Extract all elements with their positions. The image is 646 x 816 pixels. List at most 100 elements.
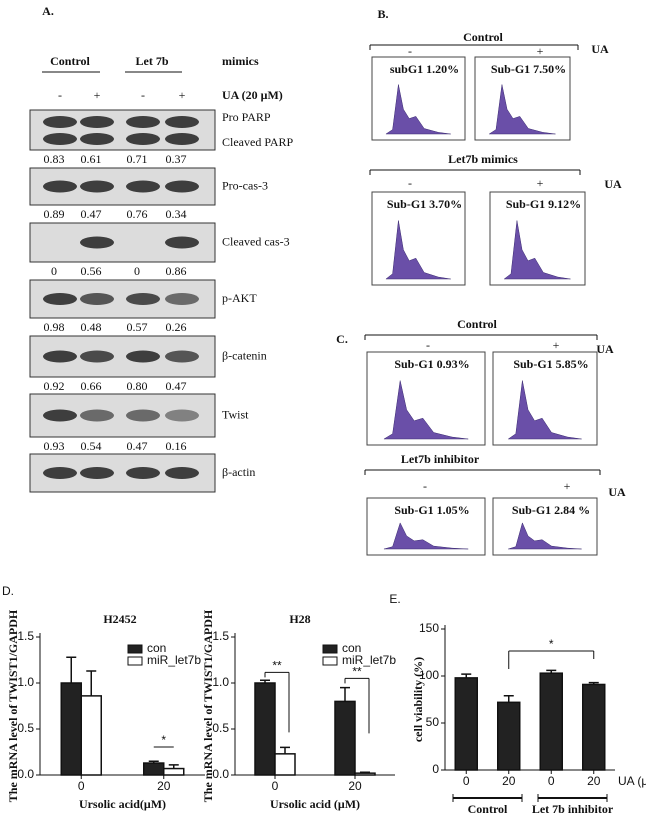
quant: 0.92	[44, 379, 65, 393]
quant: 0.47	[127, 439, 148, 453]
group-label: Control	[468, 802, 508, 816]
row-title: Let7b inhibitor	[401, 452, 480, 466]
band	[126, 293, 160, 305]
bar	[582, 683, 606, 771]
quant: 0.57	[127, 320, 148, 334]
x-axis-label: Ursolic acid (μM)	[270, 797, 360, 811]
blot-label: p-AKT	[222, 291, 257, 305]
band	[165, 133, 199, 145]
band	[43, 116, 77, 128]
row-title: Let7b mimics	[448, 152, 518, 166]
bar	[143, 762, 165, 776]
x-tick-label: 0	[272, 779, 279, 793]
group-suffix: mimics	[222, 54, 259, 68]
sub-g1-label: Sub-G1 9.12%	[506, 197, 581, 211]
chart-title: H28	[289, 612, 310, 626]
bar	[454, 677, 478, 771]
quant: 0.83	[44, 152, 65, 166]
quant: 0.56	[81, 264, 102, 278]
x-unit: UA (μM)	[618, 774, 646, 788]
ua-label: UA	[608, 485, 626, 499]
x-tick-label: 0	[78, 779, 85, 793]
group-label: Let 7b	[136, 54, 169, 68]
band	[43, 180, 77, 193]
bar	[274, 753, 296, 776]
significance: **	[352, 665, 362, 679]
histogram	[385, 220, 451, 280]
error-bar	[360, 771, 370, 774]
bar	[497, 701, 521, 771]
quant: 0.37	[166, 152, 187, 166]
quant: 0.86	[166, 264, 187, 278]
sign: -	[426, 338, 430, 352]
y-tick-label: 100	[419, 668, 439, 682]
y-axis-label: The mRNA level of TWIST1/GAPDH	[6, 609, 20, 802]
significance: *	[161, 733, 166, 747]
x-tick-label: 20	[157, 779, 171, 793]
band	[165, 180, 199, 193]
band	[165, 293, 199, 305]
sub-g1-label: Sub-G1 3.70%	[387, 197, 462, 211]
quant: 0.54	[81, 439, 102, 453]
error-bar	[461, 673, 472, 678]
error-bar	[280, 746, 290, 754]
error-bar	[148, 760, 159, 764]
sub-g1-label: Sub-G1 0.93%	[394, 357, 469, 371]
legend-label: con	[342, 641, 361, 655]
y-tick-label: 0.0	[212, 767, 229, 781]
x-tick-label: 20	[502, 774, 516, 788]
blot-label: β-catenin	[222, 348, 267, 362]
error-bar	[588, 681, 599, 685]
legend-label: con	[147, 641, 166, 655]
quant: 0.47	[81, 207, 102, 221]
band	[80, 180, 114, 193]
y-tick-label: 0.5	[212, 721, 229, 735]
blot-label: Cleaved cas-3	[222, 234, 290, 248]
significance: *	[549, 637, 554, 651]
legend-swatch	[322, 656, 338, 666]
band	[126, 467, 160, 479]
band	[165, 467, 199, 479]
y-tick-label: 1.0	[17, 675, 34, 689]
blot-label: Pro-cas-3	[222, 178, 268, 192]
legend-swatch	[127, 644, 143, 654]
bar	[539, 672, 563, 771]
band	[43, 409, 77, 422]
band	[80, 133, 114, 145]
histogram	[507, 380, 582, 440]
y-tick-label: 1.5	[17, 629, 34, 643]
error-bar	[66, 656, 77, 683]
y-tick-label: 150	[419, 621, 439, 635]
error-bar	[503, 694, 514, 703]
ua-label: UA	[604, 177, 622, 191]
panel-label: E.	[389, 592, 400, 606]
sub-g1-label: subG1 1.20%	[390, 62, 459, 76]
blot-label: Twist	[222, 407, 249, 421]
row-title: Control	[457, 317, 497, 331]
band	[80, 467, 114, 479]
x-tick-label: 0	[548, 774, 555, 788]
bar	[334, 700, 356, 776]
y-tick-label: 0.0	[17, 767, 34, 781]
ua-label: UA	[596, 342, 614, 356]
histogram	[385, 84, 451, 135]
band	[43, 133, 77, 145]
ua-label: UA	[591, 42, 609, 56]
x-axis-label: Ursolic acid(μM)	[79, 797, 166, 811]
group-label: Control	[50, 54, 90, 68]
quant: 0.76	[127, 207, 148, 221]
band	[43, 350, 77, 363]
bar	[163, 767, 185, 776]
band	[126, 350, 160, 363]
sub-g1-label: Sub-G1 2.84 %	[512, 503, 590, 517]
legend-swatch	[322, 644, 338, 654]
band	[126, 116, 160, 128]
histogram	[503, 220, 571, 280]
band	[165, 236, 199, 249]
histogram	[383, 380, 469, 440]
plot-box	[366, 351, 486, 446]
error-bar	[168, 764, 179, 769]
sign: -	[408, 44, 412, 58]
error-bar	[546, 669, 557, 674]
